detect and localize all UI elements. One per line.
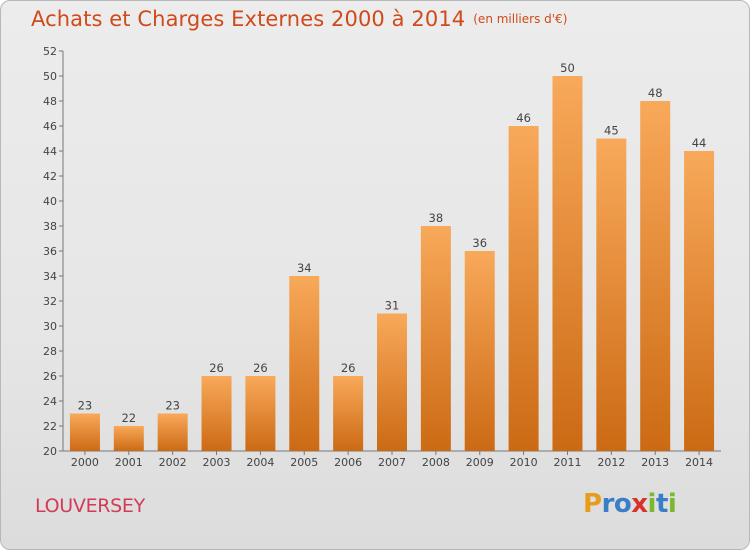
- bar-value-label: 22: [121, 411, 136, 425]
- logo-letter: o: [613, 489, 632, 519]
- x-tick-label: 2003: [203, 456, 231, 469]
- bar-value-label: 45: [604, 124, 619, 138]
- x-tick-label: 2002: [159, 456, 187, 469]
- bar: [69, 413, 100, 451]
- logo-letter: P: [583, 489, 602, 519]
- x-tick-label: 2000: [71, 456, 99, 469]
- y-tick-label: 52: [43, 45, 57, 58]
- y-tick-label: 50: [43, 70, 57, 83]
- bar: [640, 101, 671, 451]
- bar: [333, 376, 364, 451]
- y-tick-label: 32: [43, 295, 57, 308]
- chart-bars: [69, 76, 715, 451]
- bar-value-label: 44: [692, 136, 707, 150]
- x-tick-label: 2001: [115, 456, 143, 469]
- bar-value-label: 23: [78, 399, 93, 413]
- bar: [552, 76, 583, 451]
- chart-title-block: Achats et Charges Externes 2000 à 2014 (e…: [31, 7, 567, 31]
- y-tick-label: 38: [43, 220, 57, 233]
- chart-unit: (en milliers d'€): [473, 12, 568, 26]
- logo-letter: r: [601, 489, 615, 519]
- y-tick-label: 44: [43, 145, 57, 158]
- x-tick-label: 2011: [553, 456, 581, 469]
- x-tick-label: 2010: [510, 456, 538, 469]
- bar-value-label: 50: [560, 61, 575, 75]
- y-tick-label: 42: [43, 170, 57, 183]
- y-tick-label: 48: [43, 95, 57, 108]
- bar-value-label: 38: [429, 211, 444, 225]
- bar-value-label: 26: [253, 361, 268, 375]
- bar-value-label: 23: [165, 399, 180, 413]
- bar-value-label: 48: [648, 86, 663, 100]
- chart-title: Achats et Charges Externes 2000 à 2014: [31, 7, 466, 31]
- x-tick-label: 2009: [466, 456, 494, 469]
- y-tick-label: 34: [43, 270, 57, 283]
- bar: [596, 138, 627, 451]
- logo-letter: i: [647, 489, 657, 519]
- bar-value-label: 26: [209, 361, 224, 375]
- bar: [245, 376, 276, 451]
- bar: [464, 251, 495, 451]
- y-tick-label: 22: [43, 420, 57, 433]
- logo-letter: t: [655, 489, 668, 519]
- bar: [508, 126, 539, 451]
- y-tick-label: 26: [43, 370, 57, 383]
- y-tick-label: 30: [43, 320, 57, 333]
- bar: [684, 151, 715, 451]
- x-tick-label: 2006: [334, 456, 362, 469]
- x-tick-label: 2007: [378, 456, 406, 469]
- bar: [420, 226, 451, 451]
- y-tick-label: 28: [43, 345, 57, 358]
- x-tick-label: 2005: [290, 456, 318, 469]
- x-tick-label: 2008: [422, 456, 450, 469]
- y-tick-label: 20: [43, 445, 57, 458]
- bar: [113, 426, 144, 451]
- commune-name: LOUVERSEY: [35, 495, 145, 517]
- bar-value-label: 36: [472, 236, 487, 250]
- logo-letter: i: [667, 489, 677, 519]
- bar-value-label: 34: [297, 261, 312, 275]
- bar-value-label: 26: [341, 361, 356, 375]
- proxiti-logo[interactable]: Proxiti: [583, 489, 677, 519]
- x-tick-label: 2004: [246, 456, 274, 469]
- y-tick-label: 36: [43, 245, 57, 258]
- x-tick-label: 2014: [685, 456, 713, 469]
- y-tick-label: 40: [43, 195, 57, 208]
- x-tick-label: 2013: [641, 456, 669, 469]
- bar: [157, 413, 188, 451]
- bar-value-label: 31: [385, 299, 400, 313]
- bar: [201, 376, 232, 451]
- y-tick-label: 46: [43, 120, 57, 133]
- bar-value-label: 46: [516, 111, 531, 125]
- x-tick-label: 2012: [597, 456, 625, 469]
- bar: [289, 276, 320, 451]
- bar: [377, 313, 407, 451]
- chart-value-labels: 23 22 23 26 26 34 26 31 38 36 46 50 45 48 44: [78, 61, 707, 425]
- logo-letter: x: [631, 489, 648, 519]
- y-tick-label: 24: [43, 395, 57, 408]
- chart-axes: 20 22 24 26 28 30 32 34 36 38 40 42 44 46 48 50 52 2000 20…: [43, 45, 721, 469]
